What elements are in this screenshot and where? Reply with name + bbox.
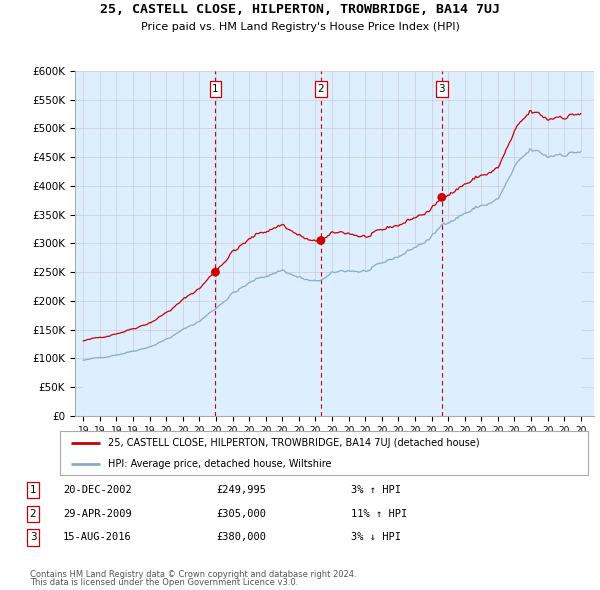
Point	[316, 236, 326, 245]
Text: 29-APR-2009: 29-APR-2009	[63, 509, 132, 519]
Text: 1: 1	[212, 84, 219, 94]
Text: 25, CASTELL CLOSE, HILPERTON, TROWBRIDGE, BA14 7UJ (detached house): 25, CASTELL CLOSE, HILPERTON, TROWBRIDGE…	[107, 438, 479, 448]
Point	[211, 267, 220, 277]
Text: 3% ↓ HPI: 3% ↓ HPI	[351, 533, 401, 542]
Text: 2: 2	[29, 509, 37, 519]
Text: £380,000: £380,000	[216, 533, 266, 542]
Text: This data is licensed under the Open Government Licence v3.0.: This data is licensed under the Open Gov…	[30, 578, 298, 587]
Text: 3: 3	[439, 84, 445, 94]
Point	[437, 192, 446, 202]
Text: 1: 1	[29, 486, 37, 495]
Text: 25, CASTELL CLOSE, HILPERTON, TROWBRIDGE, BA14 7UJ: 25, CASTELL CLOSE, HILPERTON, TROWBRIDGE…	[100, 3, 500, 16]
Text: 2: 2	[317, 84, 324, 94]
Text: 15-AUG-2016: 15-AUG-2016	[63, 533, 132, 542]
Text: Price paid vs. HM Land Registry's House Price Index (HPI): Price paid vs. HM Land Registry's House …	[140, 22, 460, 32]
Text: 3% ↑ HPI: 3% ↑ HPI	[351, 486, 401, 495]
Text: £305,000: £305,000	[216, 509, 266, 519]
Text: Contains HM Land Registry data © Crown copyright and database right 2024.: Contains HM Land Registry data © Crown c…	[30, 571, 356, 579]
Text: 3: 3	[29, 533, 37, 542]
Text: 20-DEC-2002: 20-DEC-2002	[63, 486, 132, 495]
Text: 11% ↑ HPI: 11% ↑ HPI	[351, 509, 407, 519]
Text: HPI: Average price, detached house, Wiltshire: HPI: Average price, detached house, Wilt…	[107, 459, 331, 469]
Text: £249,995: £249,995	[216, 486, 266, 495]
